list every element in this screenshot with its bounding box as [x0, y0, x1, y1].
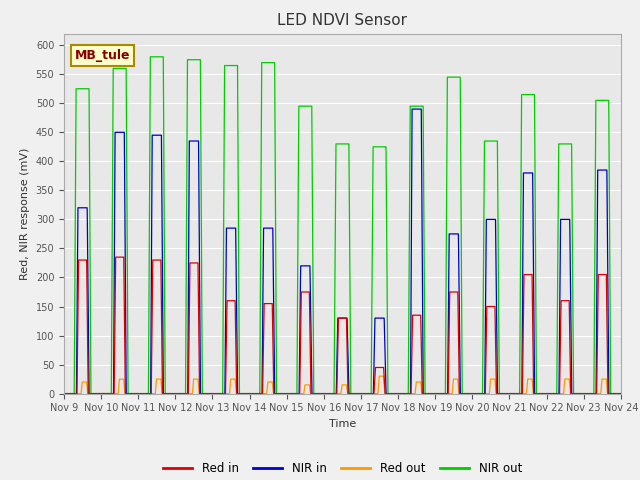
NIR out: [147, 54, 154, 60]
Red out: [617, 391, 625, 396]
Red in: [112, 254, 120, 260]
Red in: [419, 391, 427, 396]
NIR out: [419, 128, 427, 134]
Red out: [375, 373, 383, 379]
Legend: Red in, NIR in, Red out, NIR out: Red in, NIR in, Red out, NIR out: [158, 457, 527, 480]
Y-axis label: Red, NIR response (mV): Red, NIR response (mV): [20, 147, 30, 280]
Line: NIR out: NIR out: [64, 57, 621, 394]
Line: Red in: Red in: [64, 257, 621, 394]
X-axis label: Time: Time: [329, 419, 356, 429]
Red in: [173, 391, 181, 396]
Red in: [615, 391, 623, 396]
Line: Red out: Red out: [64, 376, 621, 394]
Red in: [179, 391, 187, 396]
NIR out: [269, 60, 276, 65]
Red out: [173, 391, 181, 396]
NIR in: [617, 391, 625, 396]
NIR in: [615, 391, 623, 396]
Text: MB_tule: MB_tule: [75, 49, 131, 62]
NIR in: [173, 391, 181, 396]
NIR in: [408, 106, 416, 112]
NIR out: [60, 391, 68, 396]
Red out: [179, 391, 187, 396]
NIR in: [499, 391, 506, 396]
Red out: [615, 391, 623, 396]
Red in: [269, 316, 276, 322]
NIR in: [269, 225, 276, 231]
NIR out: [173, 391, 181, 396]
NIR in: [60, 391, 68, 396]
Line: NIR in: NIR in: [64, 109, 621, 394]
Red in: [60, 391, 68, 396]
Red out: [60, 391, 68, 396]
Red out: [419, 391, 427, 396]
Red in: [617, 391, 625, 396]
Title: LED NDVI Sensor: LED NDVI Sensor: [277, 13, 408, 28]
NIR in: [179, 391, 187, 396]
NIR out: [615, 391, 623, 396]
NIR out: [617, 391, 625, 396]
Red in: [499, 391, 506, 396]
Red out: [499, 391, 506, 396]
Red out: [269, 381, 276, 387]
NIR out: [499, 391, 506, 396]
NIR in: [419, 391, 427, 396]
NIR out: [179, 391, 187, 396]
